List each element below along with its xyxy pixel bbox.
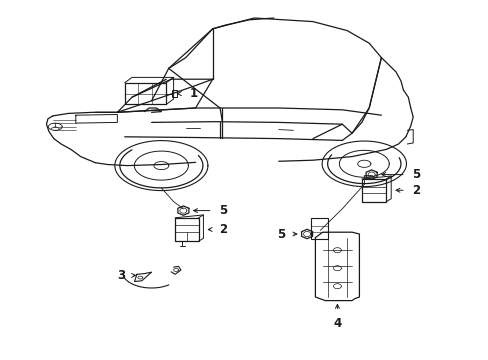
Text: 4: 4: [333, 317, 341, 330]
Bar: [175, 218, 198, 241]
Text: 5: 5: [276, 228, 285, 240]
Text: 5: 5: [219, 204, 227, 217]
Bar: [172, 90, 177, 97]
Text: 3: 3: [117, 269, 125, 282]
Text: 2: 2: [411, 184, 420, 197]
Text: 2: 2: [219, 223, 227, 236]
Bar: [361, 179, 386, 202]
Text: 1: 1: [189, 87, 198, 100]
Bar: [310, 218, 327, 239]
Bar: [124, 83, 166, 104]
Text: 5: 5: [411, 168, 420, 181]
